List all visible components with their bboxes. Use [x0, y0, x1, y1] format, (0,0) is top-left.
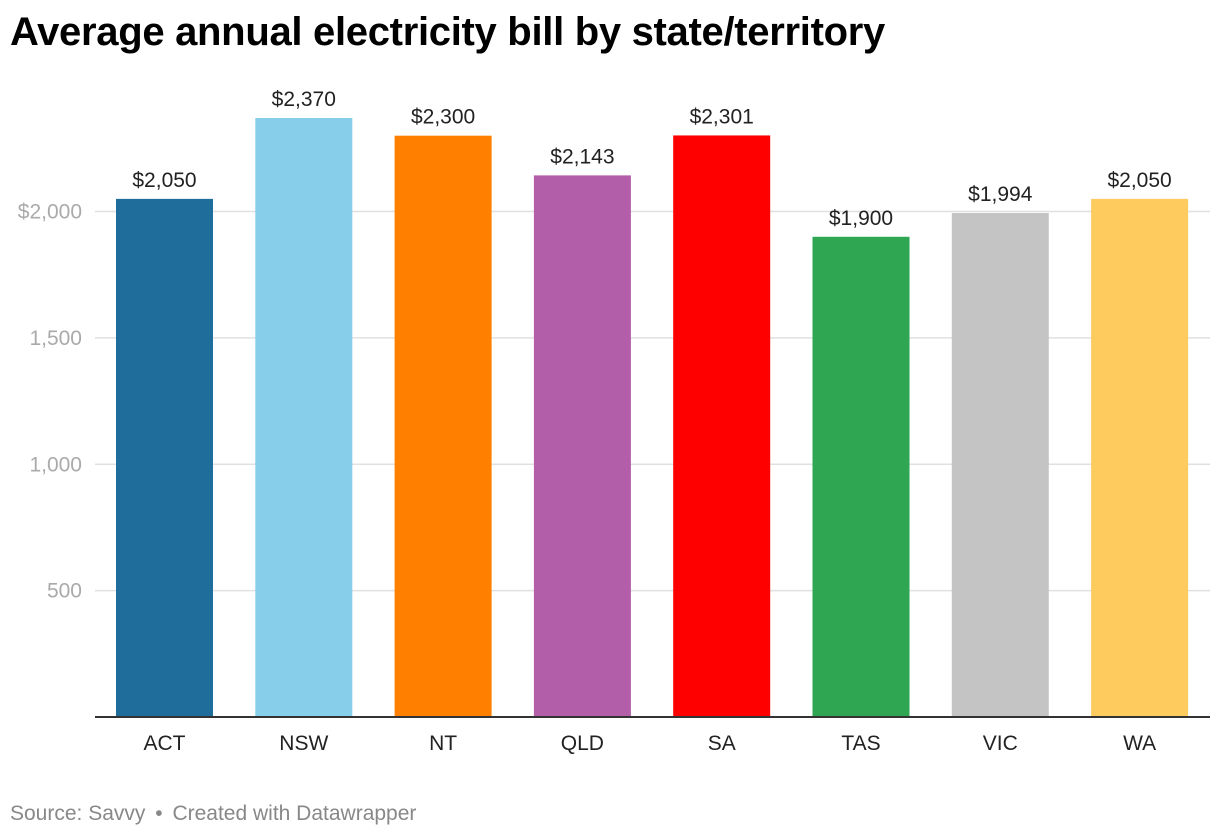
bar-nt [394, 135, 492, 717]
bar-wa [1091, 198, 1189, 718]
x-tick-label: QLD [561, 732, 604, 755]
value-label: $2,370 [272, 88, 336, 111]
value-label: $1,994 [968, 183, 1033, 206]
x-tick-label: ACT [144, 732, 186, 755]
value-label: $1,900 [829, 207, 893, 230]
value-label: $2,301 [690, 105, 754, 128]
value-label: $2,300 [411, 106, 475, 129]
y-tick-label: 500 [47, 580, 82, 603]
y-tick-label: 1,000 [29, 453, 82, 476]
x-tick-label: NSW [279, 732, 328, 755]
credit-note: Created with Datawrapper [172, 802, 417, 825]
bar-qld [533, 175, 631, 718]
x-tick-label: SA [708, 732, 736, 755]
bar-sa [673, 135, 771, 718]
bar-vic [951, 213, 1049, 717]
footer-separator: • [155, 802, 163, 825]
bar-tas [812, 236, 910, 717]
x-tick-label: VIC [983, 732, 1018, 755]
chart-title: Average annual electricity bill by state… [10, 10, 885, 54]
value-label: $2,050 [1107, 169, 1171, 192]
x-tick-label: TAS [841, 732, 880, 755]
y-tick-label: 1,500 [29, 327, 82, 350]
source-note: Source: Savvy [10, 802, 146, 825]
value-label: $2,050 [132, 169, 196, 192]
x-tick-label: WA [1123, 732, 1156, 755]
value-label: $2,143 [550, 145, 614, 168]
bar-chart: 500 1,000 1,500 $2,000 $2,050 ACT $2,370 NSW $2,… [18, 88, 1210, 755]
bar-act [116, 198, 213, 718]
y-tick-label: $2,000 [18, 201, 82, 224]
x-tick-label: NT [429, 732, 457, 755]
chart-footer: Source: Savvy • Created with Datawrapper [10, 802, 416, 826]
bar-nsw [255, 118, 353, 717]
